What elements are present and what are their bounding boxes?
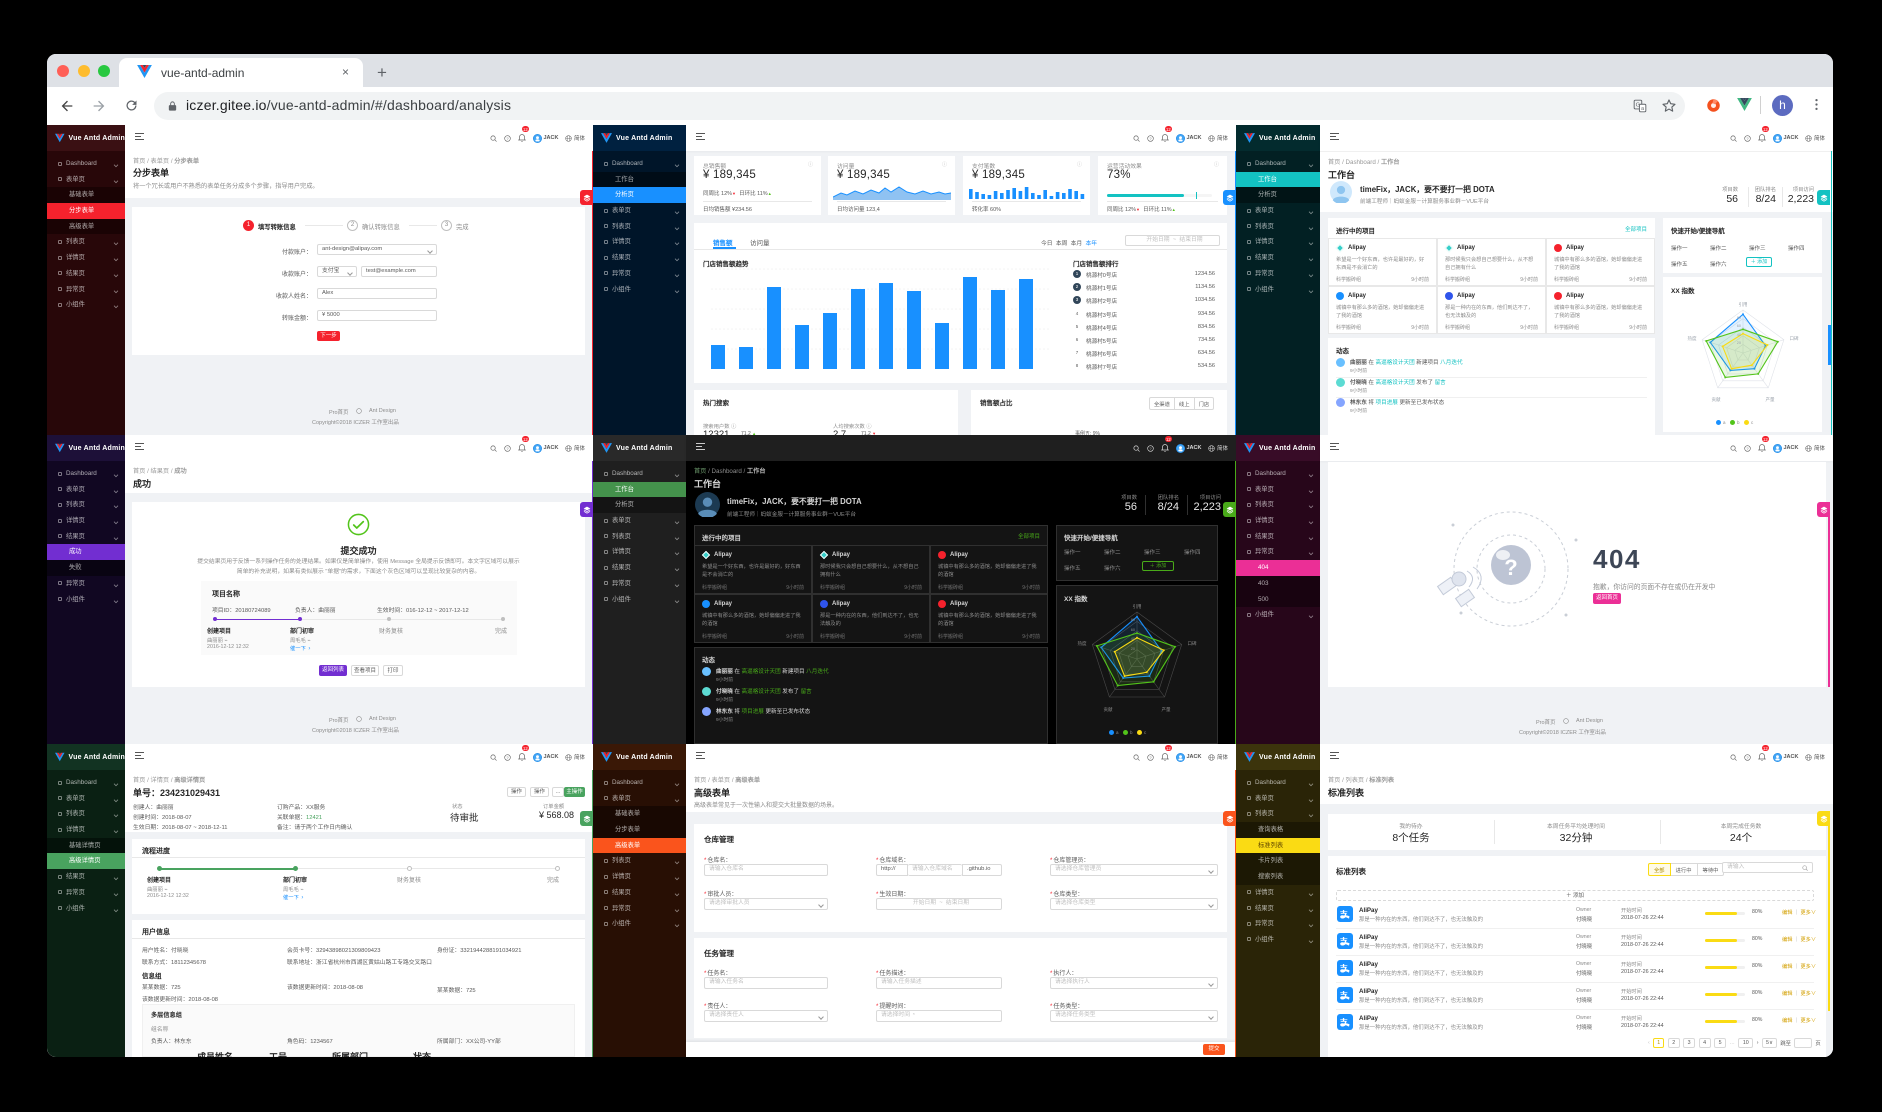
svg-text:40: 40 — [1737, 333, 1741, 337]
svg-text:热度: 热度 — [1078, 640, 1087, 647]
svg-text:?: ? — [1149, 754, 1152, 759]
svg-text:a: a — [1641, 106, 1644, 112]
svg-text:?: ? — [506, 445, 509, 450]
svg-text:?: ? — [1746, 445, 1749, 450]
svg-text:贡献: 贡献 — [1104, 706, 1113, 713]
svg-text:口碑: 口碑 — [1188, 640, 1197, 647]
svg-text:引用: 引用 — [1739, 301, 1748, 308]
svg-text:40: 40 — [1131, 637, 1135, 641]
svg-text:热度: 热度 — [1688, 335, 1697, 342]
svg-text:?: ? — [1746, 754, 1749, 759]
svg-text:80: 80 — [1737, 316, 1741, 320]
svg-text:产量: 产量 — [1766, 396, 1775, 403]
svg-text:?: ? — [1149, 135, 1152, 140]
svg-text:?: ? — [506, 754, 509, 759]
svg-text:?: ? — [1149, 445, 1152, 450]
svg-text:60: 60 — [1737, 324, 1741, 328]
svg-text:?: ? — [1746, 135, 1749, 140]
svg-text:G: G — [1636, 102, 1641, 108]
svg-text:口碑: 口碑 — [1790, 335, 1799, 342]
svg-text:60: 60 — [1131, 628, 1135, 632]
svg-text:?: ? — [506, 135, 509, 140]
svg-text:引用: 引用 — [1133, 603, 1142, 610]
svg-text:20: 20 — [1131, 647, 1135, 651]
svg-text:20: 20 — [1737, 341, 1741, 345]
svg-text:贡献: 贡献 — [1712, 396, 1721, 403]
svg-text:80: 80 — [1131, 618, 1135, 622]
svg-text:产量: 产量 — [1162, 706, 1171, 713]
svg-text:?: ? — [1504, 555, 1517, 580]
